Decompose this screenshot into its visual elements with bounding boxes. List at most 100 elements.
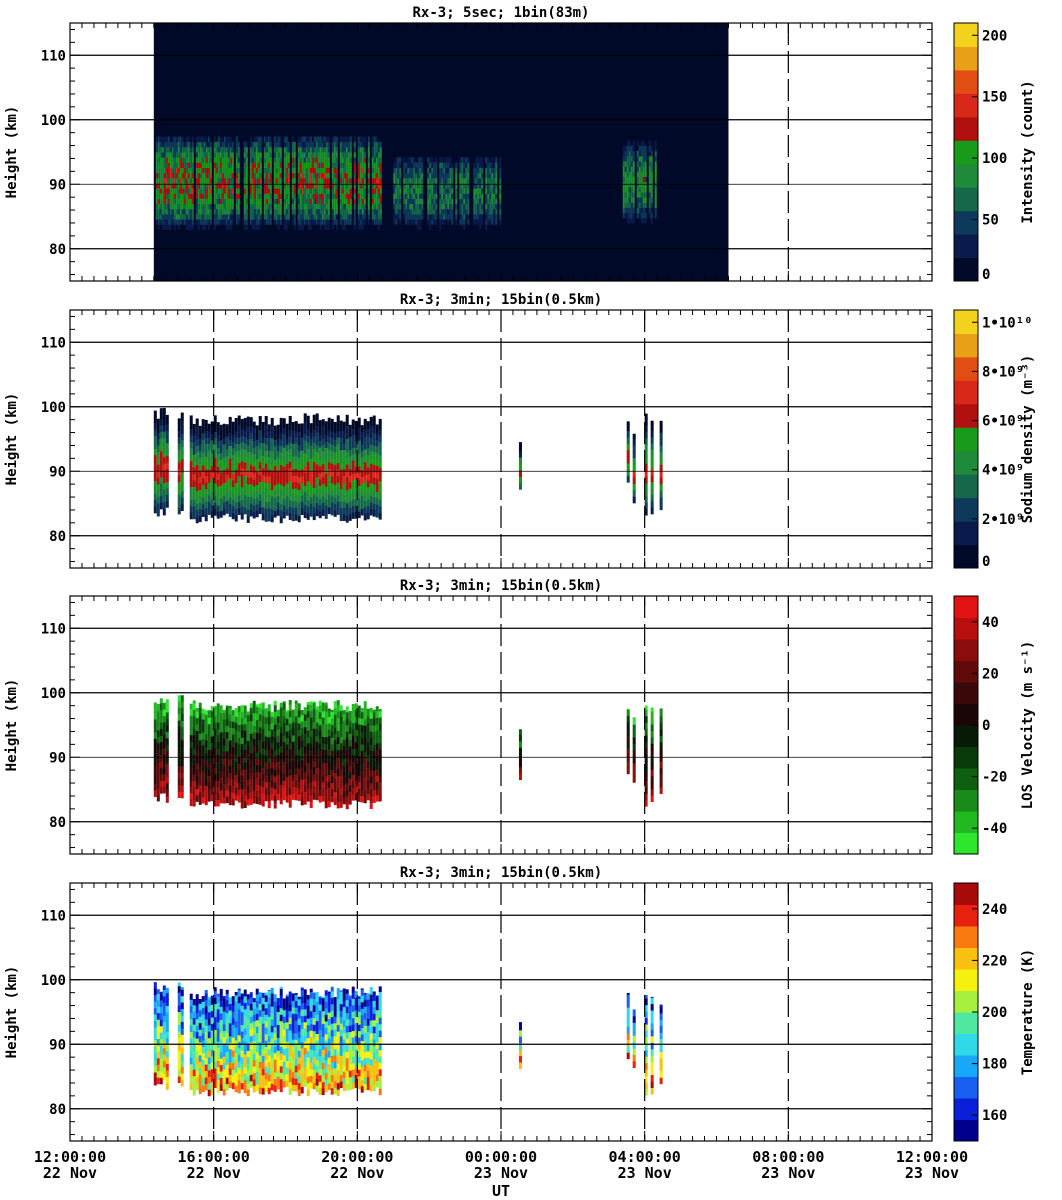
intensity-cell — [377, 213, 380, 220]
data-cell — [201, 777, 205, 785]
intensity-cell — [371, 146, 374, 153]
intensity-cell — [215, 172, 218, 179]
intensity-cell — [363, 167, 366, 174]
intensity-cell — [493, 203, 496, 210]
intensity-cell — [463, 167, 466, 174]
data-cell — [165, 724, 169, 732]
intensity-cell — [231, 157, 234, 163]
intensity-cell — [397, 198, 400, 205]
data-cell — [339, 507, 343, 515]
intensity-cell — [419, 162, 422, 168]
data-cell — [276, 709, 280, 717]
data-cell — [252, 466, 256, 474]
data-cell — [300, 450, 304, 457]
data-cell — [210, 729, 214, 737]
data-cell — [306, 512, 310, 520]
data-cell — [650, 436, 654, 444]
data-cell — [369, 476, 373, 484]
data-cell — [273, 782, 277, 790]
data-cell — [192, 728, 196, 736]
data-cell — [357, 504, 361, 512]
intensity-cell — [229, 152, 232, 158]
data-cell — [258, 500, 262, 508]
intensity-cell — [161, 162, 164, 168]
intensity-cell — [626, 145, 629, 152]
intensity-cell — [167, 224, 170, 230]
data-cell — [219, 757, 223, 765]
data-cell — [318, 459, 322, 467]
data-cell — [252, 472, 256, 480]
data-cell — [201, 439, 205, 447]
data-cell — [309, 503, 313, 511]
data-cell — [659, 464, 663, 472]
data-cell — [644, 463, 648, 471]
data-cell — [294, 761, 298, 769]
intensity-cell — [309, 157, 312, 163]
data-cell — [261, 461, 265, 469]
intensity-cell — [403, 198, 406, 205]
intensity-cell — [197, 208, 200, 215]
data-cell — [156, 503, 160, 511]
data-cell — [252, 485, 256, 493]
intensity-cell — [349, 146, 352, 153]
intensity-cell — [499, 198, 502, 205]
data-cell — [650, 481, 654, 489]
data-cell — [243, 468, 247, 476]
intensity-cell — [642, 161, 645, 167]
data-cell — [267, 736, 271, 744]
intensity-cell — [323, 213, 326, 220]
intensity-cell — [461, 193, 464, 199]
data-cell — [198, 707, 202, 715]
intensity-cell — [654, 161, 657, 167]
data-cell — [282, 498, 286, 506]
intensity-cell — [165, 198, 168, 205]
intensity-cell — [167, 146, 170, 153]
intensity-cell — [345, 162, 348, 168]
intensity-cell — [311, 157, 314, 163]
intensity-cell — [171, 213, 174, 220]
intensity-cell — [263, 213, 266, 220]
data-cell — [258, 759, 262, 767]
data-cell — [237, 789, 241, 797]
intensity-cell — [465, 198, 468, 205]
intensity-cell — [263, 188, 266, 194]
intensity-cell — [359, 167, 362, 174]
data-cell — [267, 475, 271, 483]
intensity-cell — [441, 157, 444, 163]
intensity-cell — [654, 140, 657, 147]
intensity-cell — [475, 193, 478, 199]
intensity-cell — [361, 203, 364, 210]
data-cell — [270, 431, 274, 439]
data-cell — [180, 504, 184, 512]
intensity-cell — [163, 188, 166, 194]
intensity-cell — [249, 141, 252, 148]
data-cell — [228, 497, 232, 504]
intensity-cell — [315, 177, 318, 184]
intensity-cell — [441, 177, 444, 184]
data-cell — [237, 718, 241, 726]
data-cell — [363, 442, 367, 450]
data-cell — [312, 429, 316, 437]
data-cell — [267, 437, 271, 444]
intensity-cell — [648, 140, 651, 147]
intensity-cell — [624, 202, 627, 208]
intensity-cell — [293, 167, 296, 174]
data-cell — [273, 749, 277, 757]
data-cell — [285, 450, 289, 458]
intensity-cell — [309, 224, 312, 230]
data-cell — [357, 466, 361, 473]
intensity-cell — [473, 198, 476, 205]
intensity-cell — [650, 145, 653, 152]
data-cell — [261, 735, 265, 742]
data-cell — [372, 464, 376, 472]
intensity-cell — [357, 182, 360, 189]
data-cell — [360, 489, 364, 497]
data-cell — [237, 795, 241, 803]
intensity-cell — [225, 157, 228, 163]
data-cell — [315, 709, 319, 717]
data-cell — [225, 757, 229, 765]
data-cell — [165, 494, 169, 502]
intensity-cell — [343, 146, 346, 153]
intensity-cell — [353, 146, 356, 153]
intensity-cell — [187, 141, 190, 148]
